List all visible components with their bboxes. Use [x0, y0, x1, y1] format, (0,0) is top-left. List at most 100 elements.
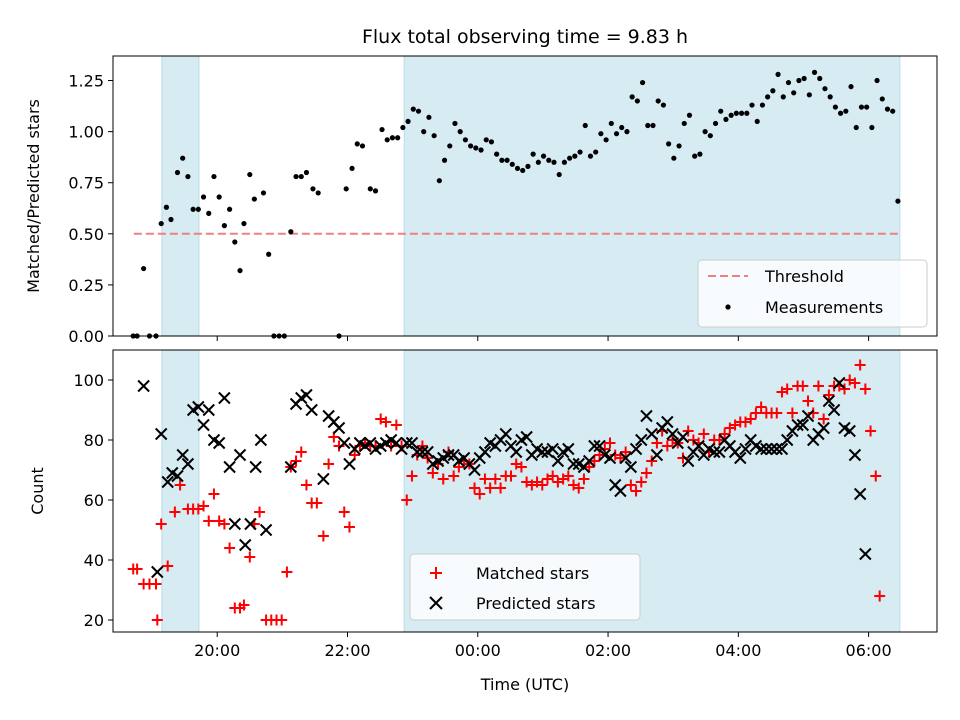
predicted-stars-point [567, 457, 580, 471]
measurements-point [478, 147, 484, 153]
measurements-point [494, 151, 500, 157]
measurements-point [251, 196, 257, 202]
matched-stars-point [495, 482, 507, 494]
matched-stars-point [874, 590, 886, 602]
predicted-stars-point [614, 484, 627, 498]
measurements-point [488, 139, 495, 145]
predicted-stars-point [593, 439, 606, 453]
measurements-point [195, 206, 201, 212]
measurements-point [315, 190, 321, 196]
predicted-stars-point [181, 457, 195, 471]
matched-stars-point [797, 380, 809, 392]
predicted-stars-point [833, 376, 846, 390]
matched-stars-point [489, 473, 501, 485]
measurements-point [645, 122, 651, 129]
measurements-point [163, 204, 170, 210]
measurements-point [468, 143, 474, 149]
predicted-stars-point [468, 463, 481, 477]
x-tick-label: 04:00 [715, 641, 761, 660]
top-data-layer [130, 69, 901, 339]
measurements-point [879, 96, 885, 102]
measurements-point [582, 122, 588, 129]
matched-stars-point [635, 476, 647, 488]
matched-stars-point [713, 434, 725, 446]
matched-stars-point [244, 551, 256, 563]
matched-stars-point [390, 419, 402, 431]
predicted-stars-point [629, 442, 643, 456]
matched-stars-point [849, 377, 861, 389]
matched-stars-point [479, 473, 491, 485]
measurements-point [514, 165, 521, 172]
measurements-point [770, 88, 776, 94]
predicted-stars-point [817, 421, 830, 435]
measurements-point [785, 79, 792, 86]
predicted-stars-point [416, 445, 429, 459]
measurements-point [843, 108, 849, 114]
measurements-point [540, 153, 547, 159]
matched-stars-point [573, 482, 585, 494]
predicted-stars-point [218, 391, 231, 405]
measurements-point [634, 98, 640, 104]
predicted-stars-point [332, 421, 346, 435]
predicted-stars-point [478, 445, 492, 459]
measurements-point [791, 90, 797, 96]
predicted-stars-point [791, 418, 804, 432]
measurements-point [216, 194, 222, 200]
predicted-stars-point [442, 448, 455, 462]
matched-stars-point [859, 383, 871, 395]
matched-stars-point [802, 395, 814, 407]
predicted-stars-point [197, 418, 210, 432]
measurements-point [671, 155, 677, 161]
measurements-point [421, 129, 427, 135]
matched-stars-point [385, 440, 397, 452]
measurements-point [520, 167, 526, 174]
matched-stars-point [295, 446, 307, 458]
predicted-stars-point [509, 445, 523, 459]
measurements-point [499, 157, 505, 163]
predicted-stars-point [676, 430, 690, 444]
measurements-point [806, 92, 812, 98]
measurements-point [796, 77, 802, 84]
predicted-stars-point [853, 487, 867, 501]
matched-stars-point [750, 407, 762, 419]
measurements-point [613, 131, 620, 137]
matched-stars-point [854, 359, 866, 371]
matched-stars-point [870, 470, 882, 482]
matched-stars-point [515, 461, 527, 473]
matched-stars-point [604, 437, 616, 449]
measurements-point [158, 220, 164, 227]
bottom-shaded-interval-0 [161, 349, 200, 633]
predicted-stars-point [661, 415, 674, 429]
matched-stars-point [401, 494, 413, 506]
predicted-stars-point [305, 403, 318, 417]
measurements-point [655, 98, 661, 104]
measurements-point [749, 102, 755, 108]
matched-stars-point [155, 518, 167, 530]
top-y-tick-label: 0.00 [68, 327, 104, 346]
matched-stars-point [698, 428, 710, 440]
matched-stars-point [818, 413, 830, 425]
matched-stars-point [238, 599, 250, 611]
matched-stars-point [290, 455, 302, 467]
matched-stars-point [203, 515, 215, 527]
matched-stars-point [343, 521, 355, 533]
bottom-axis-ticks: 20:00 22:00 00:00 02:00 04:00 06:00 20 40 60 80 10… [73, 371, 891, 660]
top-shaded-interval-0 [161, 55, 200, 337]
chart-title: Flux total observing time = 9.83 h [362, 26, 688, 48]
x-tick-label: 06:00 [846, 641, 892, 660]
measurements-point [707, 133, 713, 139]
measurements-point [884, 106, 891, 112]
measurements-point [221, 223, 227, 229]
measurements-point [561, 159, 568, 165]
top-y-axis-label: Matched/Predicted stars [24, 99, 43, 293]
predicted-stars-point [765, 442, 778, 456]
measurements-point [241, 220, 247, 227]
predicted-stars-point [171, 469, 184, 483]
predicted-stars-point [681, 454, 695, 468]
matched-stars-legend-plus-icon [430, 567, 442, 579]
measurements-point [754, 118, 760, 125]
matched-stars-point [150, 578, 162, 590]
measurements-point [535, 159, 541, 165]
x-tick-label: 02:00 [585, 641, 631, 660]
predicted-stars-point [780, 433, 794, 447]
